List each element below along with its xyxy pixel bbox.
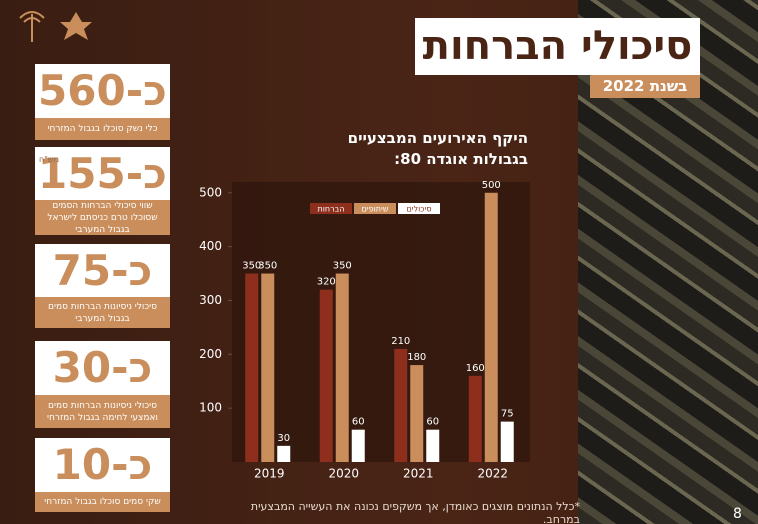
bar bbox=[468, 375, 482, 462]
bar bbox=[245, 273, 259, 462]
data-label: 60 bbox=[426, 417, 439, 428]
data-label: 350 bbox=[258, 261, 277, 272]
legend-label: סיכולים bbox=[406, 205, 431, 214]
title: סיכולי הברחות bbox=[415, 18, 700, 75]
data-label: 500 bbox=[482, 180, 501, 191]
footnote: *כלל הנתונים מוצגים כאומדן, אך משקפים נכ… bbox=[250, 500, 580, 524]
y-tick-label: 400 bbox=[199, 239, 222, 253]
bar bbox=[484, 192, 498, 462]
stat-unit: מש"ח bbox=[39, 155, 60, 164]
data-label: 350 bbox=[333, 261, 352, 272]
data-label: 30 bbox=[277, 433, 290, 444]
bar bbox=[335, 273, 349, 462]
data-label: 350 bbox=[242, 261, 261, 272]
page-number: 8 bbox=[733, 506, 742, 522]
stat-caption: שקי סמים סוכלו בגבול המזרחי bbox=[35, 492, 170, 512]
stat-caption: סיכולי ניסיונות הברחות סמים בגבול המערבי bbox=[35, 297, 170, 328]
y-tick-label: 500 bbox=[199, 185, 222, 199]
stat-value: כ-30 bbox=[35, 341, 170, 395]
stat-caption: כלי נשק סוכלו בגבול המזרחי bbox=[35, 118, 170, 140]
bar bbox=[426, 429, 440, 462]
bar bbox=[500, 421, 514, 462]
stat-box: כ-155 מש"ח bbox=[35, 147, 170, 200]
bar bbox=[319, 289, 333, 462]
y-tick-label: 300 bbox=[199, 293, 222, 307]
data-label: 75 bbox=[501, 409, 514, 420]
y-tick-label: 100 bbox=[199, 401, 222, 415]
stat-value: כ-560 bbox=[35, 64, 170, 118]
y-tick-label: 200 bbox=[199, 347, 222, 361]
bar bbox=[277, 445, 291, 462]
bar bbox=[410, 365, 424, 462]
data-label: 210 bbox=[391, 336, 410, 347]
legend-swatch bbox=[310, 203, 352, 214]
stat-value: כ-10 bbox=[35, 438, 170, 492]
x-tick-label: 2019 bbox=[254, 467, 285, 481]
logos bbox=[19, 11, 92, 42]
chart-title: היקף האירועים המבצעיים בגבולות אוגדה 80: bbox=[347, 129, 528, 168]
data-label: 160 bbox=[466, 363, 485, 374]
data-label: 320 bbox=[317, 277, 336, 288]
x-tick-label: 2021 bbox=[403, 467, 434, 481]
stat-caption: סיכולי ניסיונות הברחות סמים ואמצעי לחימה… bbox=[35, 395, 170, 428]
bar bbox=[351, 429, 365, 462]
bar bbox=[394, 348, 408, 462]
stat-value: כ-155 bbox=[38, 149, 167, 198]
legend-swatch bbox=[354, 203, 396, 214]
subtitle: בשנת 2022 bbox=[590, 75, 700, 98]
stat-caption: שווי סיכולי הברחות הסמים שסוכלו טרם כניס… bbox=[35, 200, 170, 235]
legend-label: שיתופים bbox=[362, 205, 389, 214]
legend-label: הברחות bbox=[317, 205, 344, 214]
chart: 100 200 300 400 500 הברחות שיתופים סיכולים 2019 3… bbox=[199, 180, 530, 481]
x-tick-label: 2020 bbox=[328, 467, 359, 481]
legend-swatch bbox=[398, 203, 440, 214]
x-tick-label: 2022 bbox=[477, 467, 508, 481]
data-label: 60 bbox=[352, 417, 365, 428]
bar bbox=[261, 273, 275, 462]
data-label: 180 bbox=[407, 352, 426, 363]
stat-value: כ-75 bbox=[35, 244, 170, 297]
